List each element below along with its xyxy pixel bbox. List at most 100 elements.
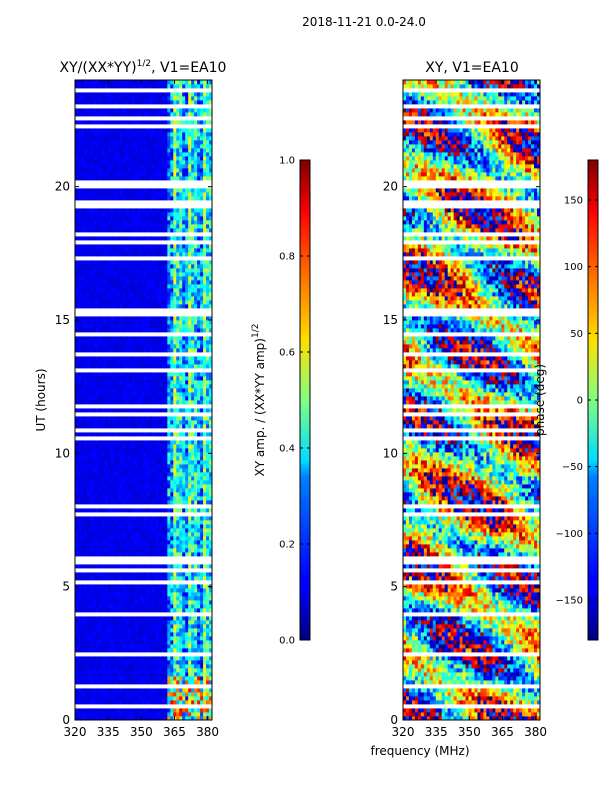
heatmap-cell [89,316,94,321]
heatmap-cell [185,520,189,525]
heatmap-cell [125,656,130,661]
heatmap-cell [140,656,144,661]
heatmap-cell [176,540,180,545]
heatmap-cell [122,448,127,453]
heatmap-cell [101,480,106,485]
heatmap-cell [101,572,106,577]
heatmap-cell [86,652,91,657]
heatmap-cell [77,392,82,397]
heatmap-cell [185,396,189,401]
heatmap-cell [98,592,103,597]
heatmap-cell [143,368,147,373]
heatmap-cell [200,456,204,461]
heatmap-cell [164,428,168,433]
heatmap-cell [80,360,85,365]
heatmap-cell [155,412,159,417]
heatmap-cell [104,560,109,565]
heatmap-cell [191,332,195,337]
heatmap-cell [113,488,118,493]
heatmap-cell [140,688,144,693]
heatmap-cell [95,388,100,393]
heatmap-cell [95,328,100,333]
heatmap-cell [158,600,162,605]
heatmap-cell [137,292,141,297]
heatmap-cell [167,608,171,613]
heatmap-cell [206,552,210,557]
heatmap-cell [77,664,82,669]
heatmap-cell [89,372,94,377]
heatmap-cell [194,500,198,505]
heatmap-cell [134,608,138,613]
heatmap-cell [161,608,165,613]
heatmap-cell [86,344,91,349]
heatmap-cell [197,420,201,425]
heatmap-cell [134,328,138,333]
heatmap-cell [194,472,198,477]
heatmap-cell [176,508,180,513]
heatmap-cell [75,680,79,685]
heatmap-cell [101,412,106,417]
heatmap-cell [107,652,112,657]
heatmap-cell [125,496,130,501]
heatmap-cell [134,428,138,433]
heatmap-cell [83,592,88,597]
heatmap-cell [191,460,195,465]
heatmap-cell [167,396,171,401]
heatmap-cell [140,420,144,425]
heatmap-cell [155,616,159,621]
heatmap-cell [101,584,106,589]
heatmap-cell [98,648,103,653]
heatmap-cell [113,556,118,561]
heatmap-cell [98,568,103,573]
heatmap-cell [200,424,204,429]
heatmap-cell [113,468,118,473]
heatmap-cell [95,648,100,653]
heatmap-cell [137,364,141,369]
heatmap-cell [158,496,162,501]
heatmap-cell [92,324,97,329]
heatmap-cell [155,648,159,653]
heatmap-cell [83,492,88,497]
heatmap-cell [110,532,115,537]
heatmap-cell [209,384,213,389]
heatmap-cell [167,672,171,677]
heatmap-cell [125,328,130,333]
heatmap-cell [185,512,189,517]
heatmap-cell [89,324,94,329]
heatmap-cell [146,668,150,673]
heatmap-cell [164,704,168,709]
heatmap-cell [95,512,100,517]
heatmap-cell [86,300,91,305]
heatmap-cell [83,660,88,665]
heatmap-cell [92,684,97,689]
heatmap-cell [92,368,97,373]
heatmap-cell [146,644,150,649]
heatmap-cell [128,580,132,585]
heatmap-cell [128,380,132,385]
heatmap-cell [164,512,168,517]
heatmap-cell [137,300,141,305]
heatmap-cell [152,332,156,337]
heatmap-cell [83,452,88,457]
heatmap-cell [137,524,141,529]
heatmap-cell [200,580,204,585]
heatmap-cell [119,400,124,405]
heatmap-cell [176,336,180,341]
heatmap-cell [188,592,192,597]
heatmap-cell [179,452,183,457]
heatmap-cell [140,300,144,305]
heatmap-cell [122,328,127,333]
heatmap-cell [83,316,88,321]
heatmap-cell [143,572,147,577]
amp-title-exp: 1/2 [137,59,151,69]
heatmap-cell [176,600,180,605]
heatmap-cell [173,480,177,485]
heatmap-cell [179,420,183,425]
heatmap-cell [92,668,97,673]
heatmap-cell [95,620,100,625]
heatmap-cell [152,320,156,325]
heatmap-cell [104,448,109,453]
heatmap-cell [80,652,85,657]
heatmap-cell [98,412,103,417]
heatmap-cell [191,440,195,445]
